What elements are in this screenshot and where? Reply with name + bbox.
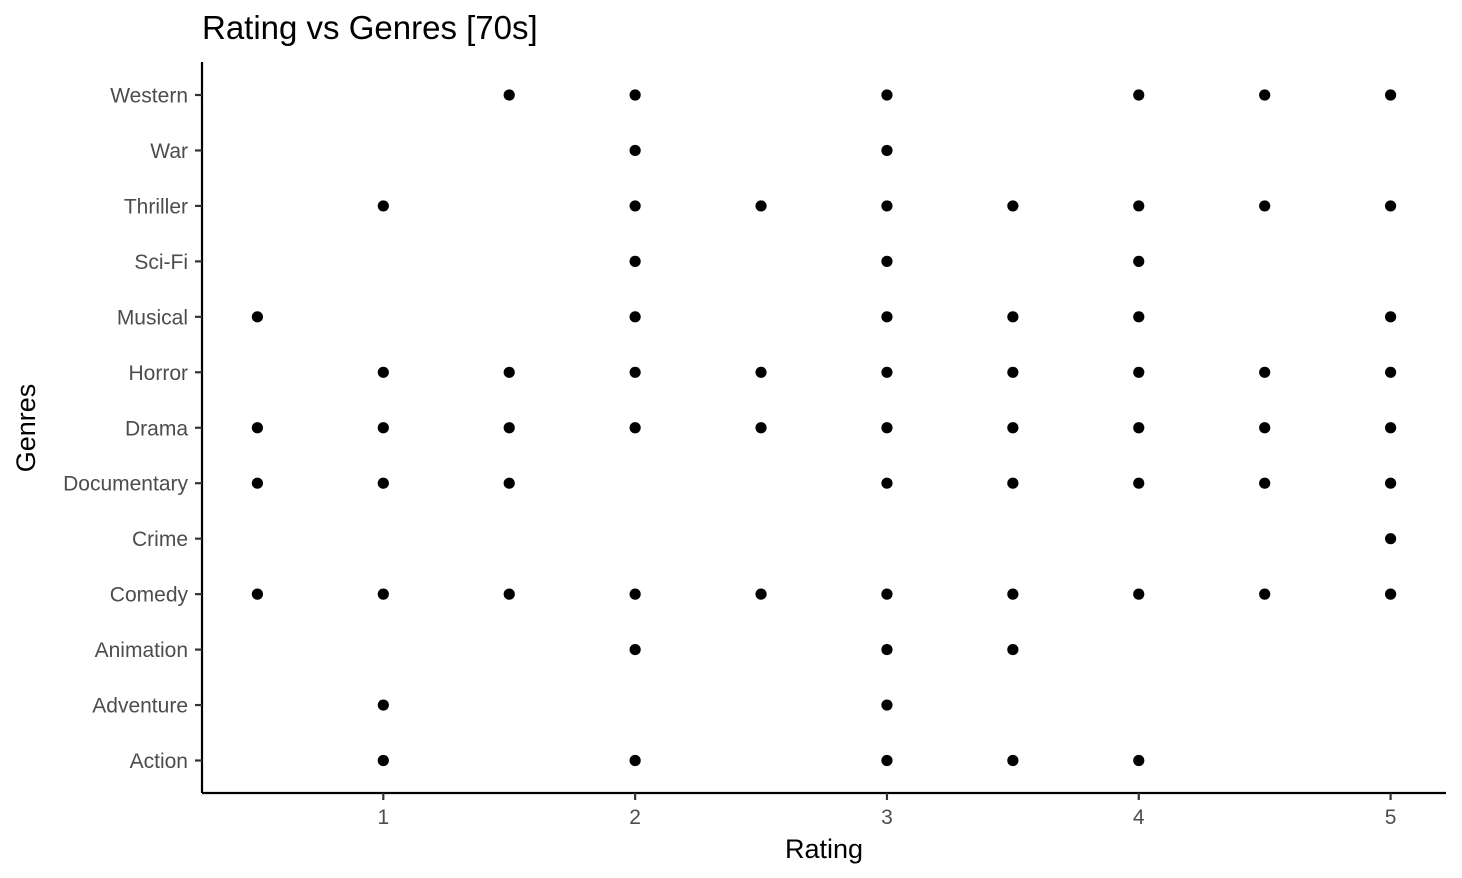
data-point-documentary-3-5: [1007, 477, 1019, 489]
y-tick-label-crime: Crime: [132, 528, 188, 551]
data-point-thriller-4-5: [1259, 200, 1271, 212]
x-axis-title: Rating: [785, 834, 863, 864]
x-tick-label-2: 2: [629, 806, 641, 829]
data-point-horror-1-5: [503, 366, 515, 378]
y-tick-label-thriller: Thriller: [124, 195, 188, 218]
data-point-documentary-5: [1384, 477, 1397, 489]
data-point-drama-2-5: [755, 422, 767, 434]
data-point-musical-4: [1133, 311, 1145, 323]
x-tick-label-5: 5: [1385, 806, 1397, 829]
data-point-horror-2-5: [755, 366, 767, 378]
data-point-adventure-1: [377, 699, 389, 711]
data-point-drama-4: [1133, 422, 1145, 434]
y-axis: Action Adventure Animation Comedy Crime Docum…: [63, 62, 204, 793]
data-point-thriller-4: [1133, 200, 1145, 212]
data-points: [251, 89, 1397, 767]
data-point-thriller-1: [377, 200, 389, 212]
y-tick-label-western: Western: [110, 85, 188, 108]
data-point-horror-4: [1133, 366, 1145, 378]
data-point-comedy-3: [881, 588, 893, 600]
data-point-musical-3: [881, 311, 893, 323]
y-tick-label-animation: Animation: [95, 639, 188, 662]
data-point-musical-2: [629, 311, 641, 323]
data-point-animation-3-5: [1007, 643, 1019, 656]
data-point-action-3-5: [1007, 754, 1019, 767]
data-point-western-4: [1133, 89, 1145, 101]
data-point-drama-1-5: [503, 422, 515, 434]
data-point-action-2: [629, 754, 641, 767]
data-point-documentary-4: [1133, 477, 1145, 489]
data-point-musical-5: [1384, 311, 1397, 323]
data-point-western-3: [881, 89, 893, 101]
data-point-drama-3-5: [1007, 422, 1019, 434]
data-point-animation-2: [629, 643, 641, 656]
data-point-action-1: [377, 754, 389, 767]
data-point-western-5: [1384, 89, 1397, 101]
y-tick-label-drama: Drama: [125, 417, 188, 440]
data-point-thriller-5: [1384, 200, 1397, 212]
data-point-comedy-3-5: [1007, 588, 1019, 600]
data-point-horror-1: [377, 366, 389, 378]
data-point-thriller-2: [629, 200, 641, 212]
data-point-drama-4-5: [1259, 422, 1271, 434]
data-point-animation-3: [881, 643, 893, 656]
data-point-documentary-4-5: [1259, 477, 1271, 489]
data-point-horror-3-5: [1007, 366, 1019, 378]
data-point-horror-4-5: [1259, 366, 1271, 378]
data-point-horror-3: [881, 366, 893, 378]
data-point-comedy-1-5: [503, 588, 515, 600]
y-tick-label-musical: Musical: [117, 306, 188, 329]
y-tick-label-horror: Horror: [128, 362, 188, 385]
chart-title: Rating vs Genres [70s]: [202, 9, 538, 46]
data-point-comedy-4-5: [1259, 588, 1271, 600]
data-point-musical-3-5: [1007, 311, 1019, 323]
data-point-comedy-2: [629, 588, 641, 600]
data-point-comedy-2-5: [755, 588, 767, 600]
x-tick-label-3: 3: [881, 806, 893, 829]
data-point-documentary-1: [377, 477, 389, 489]
x-tick-label-1: 1: [377, 806, 389, 829]
data-point-western-1-5: [503, 89, 515, 101]
y-tick-label-war: War: [150, 140, 188, 163]
data-point-action-4: [1133, 754, 1145, 767]
y-tick-label-sci-fi: Sci-Fi: [134, 251, 188, 274]
data-point-thriller-3-5: [1007, 200, 1019, 212]
data-point-sci-fi-3: [881, 255, 893, 267]
data-point-horror-5: [1384, 366, 1397, 378]
data-point-thriller-2-5: [755, 200, 767, 212]
data-point-comedy-1: [377, 588, 389, 600]
data-point-documentary-3: [881, 477, 893, 489]
data-point-documentary-1-5: [503, 477, 515, 489]
y-tick-label-documentary: Documentary: [63, 473, 188, 496]
y-tick-label-action: Action: [130, 750, 188, 773]
y-tick-label-comedy: Comedy: [110, 584, 189, 607]
y-axis-title: Genres: [11, 384, 41, 473]
data-point-documentary-0-5: [251, 477, 264, 489]
x-tick-label-4: 4: [1133, 806, 1145, 829]
data-point-sci-fi-4: [1133, 255, 1145, 267]
data-point-comedy-4: [1133, 588, 1145, 600]
data-point-drama-3: [881, 422, 893, 434]
x-axis: 1 2 3 4 5: [202, 791, 1446, 829]
data-point-action-3: [881, 754, 893, 767]
y-tick-label-adventure: Adventure: [92, 695, 188, 718]
data-point-sci-fi-2: [629, 255, 641, 267]
data-point-drama-0-5: [251, 422, 264, 434]
data-point-war-3: [881, 144, 893, 157]
data-point-musical-0-5: [251, 311, 264, 323]
data-point-horror-2: [629, 366, 641, 378]
data-point-western-4-5: [1259, 89, 1271, 101]
data-point-comedy-0-5: [251, 588, 264, 600]
data-point-comedy-5: [1384, 588, 1397, 600]
data-point-war-2: [629, 144, 641, 157]
data-point-drama-5: [1384, 422, 1397, 434]
data-point-adventure-3: [881, 699, 893, 711]
data-point-thriller-3: [881, 200, 893, 212]
data-point-western-2: [629, 89, 641, 101]
data-point-drama-2: [629, 422, 641, 434]
data-point-drama-1: [377, 422, 389, 434]
data-point-crime-5: [1384, 533, 1397, 545]
